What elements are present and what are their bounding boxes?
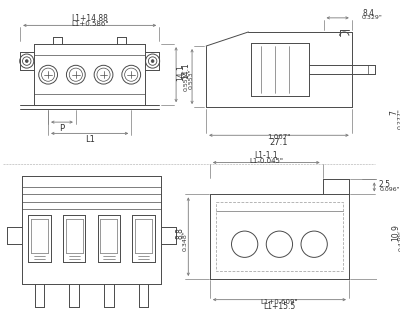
Text: 14.1: 14.1 [176, 64, 185, 81]
Text: 0.348": 0.348" [183, 230, 188, 251]
Text: L1-1.1: L1-1.1 [254, 151, 278, 161]
Text: 0.553": 0.553" [184, 70, 189, 91]
Text: 0.096": 0.096" [380, 187, 400, 192]
Text: 1.067": 1.067" [267, 134, 291, 140]
Text: 27.1: 27.1 [270, 138, 288, 147]
Circle shape [151, 60, 154, 62]
Bar [216, 202, 343, 271]
Text: 10.9: 10.9 [391, 224, 400, 241]
Text: 2.5: 2.5 [379, 180, 391, 189]
Text: 0.329": 0.329" [362, 16, 383, 20]
Text: L1: L1 [85, 135, 95, 144]
Text: 7: 7 [390, 110, 398, 115]
Text: P: P [60, 124, 64, 133]
Text: L1+15.5: L1+15.5 [263, 302, 296, 311]
Text: 0.429": 0.429" [399, 230, 400, 251]
Text: 0.553": 0.553" [189, 68, 194, 89]
Text: L1+14.88: L1+14.88 [71, 14, 108, 23]
Circle shape [25, 60, 28, 62]
Text: 14.1: 14.1 [181, 63, 190, 79]
Text: 8.8: 8.8 [175, 227, 184, 239]
Text: 8.4: 8.4 [363, 9, 375, 18]
Text: 0.277": 0.277" [397, 108, 400, 129]
Text: L1+0.609": L1+0.609" [260, 298, 298, 305]
Text: L1-0.045": L1-0.045" [249, 158, 283, 164]
Text: L1+0.586": L1+0.586" [71, 20, 108, 26]
